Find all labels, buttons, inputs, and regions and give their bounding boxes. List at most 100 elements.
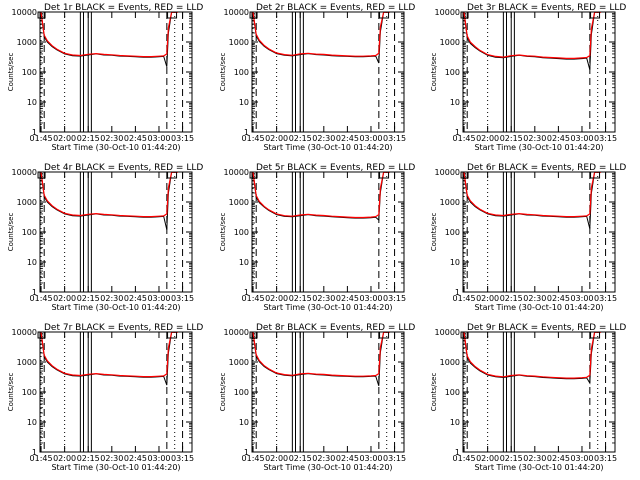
x-axis-label: Start Time (30-Oct-10 01:44:20): [51, 303, 180, 312]
x-tick-label: 02:45: [547, 454, 570, 463]
y-tick-label: 1000: [440, 358, 460, 367]
y-tick-label: 1000: [17, 198, 37, 207]
x-tick-label: 03:00: [147, 454, 170, 463]
panel-title: Det 4r BLACK = Events, RED = LLD: [44, 163, 203, 173]
x-tick-label: 02:00: [476, 134, 499, 143]
y-tick-label: 100: [234, 228, 249, 237]
y-tick-label: 1: [32, 288, 37, 297]
x-axis-label: Start Time (30-Oct-10 01:44:20): [263, 143, 392, 152]
y-axis-label: Counts/sec: [430, 53, 438, 92]
x-tick-label: 02:00: [53, 454, 76, 463]
panel-6: Det 6r BLACK = Events, RED = LLD Counts/s…: [430, 163, 626, 312]
y-axis-label: Counts/sec: [7, 213, 15, 252]
x-tick-label: 02:45: [124, 134, 147, 143]
y-tick-label: 10: [239, 418, 249, 427]
x-tick-label: 03:15: [171, 134, 194, 143]
x-tick-label: 03:00: [359, 134, 382, 143]
x-tick-label: 02:30: [523, 134, 546, 143]
x-tick-label: 03:00: [359, 454, 382, 463]
panel-title: Det 9r BLACK = Events, RED = LLD: [467, 323, 626, 333]
panel-title: Det 5r BLACK = Events, RED = LLD: [256, 163, 415, 173]
y-tick-label: 1: [244, 288, 249, 297]
x-tick-label: 02:15: [77, 454, 100, 463]
x-axis-label: Start Time (30-Oct-10 01:44:20): [474, 463, 603, 472]
saturation-box-left: [37, 11, 46, 19]
y-tick-label: 100: [234, 388, 249, 397]
series-lld-line: [252, 172, 390, 219]
x-tick-label: 02:30: [100, 294, 123, 303]
x-tick-label: 03:15: [594, 134, 617, 143]
series-events-line: [252, 332, 390, 387]
y-tick-label: 10000: [435, 168, 460, 177]
x-tick-label: 03:15: [171, 294, 194, 303]
series-lld-line: [463, 172, 601, 218]
x-tick-label: 01:45: [453, 294, 476, 303]
y-axis-label: Counts/sec: [7, 53, 15, 92]
y-tick-label: 10000: [12, 8, 37, 17]
y-tick-label: 10000: [224, 8, 249, 17]
saturation-box-left: [37, 171, 46, 179]
x-axis-label: Start Time (30-Oct-10 01:44:20): [51, 143, 180, 152]
saturation-box-left: [460, 171, 469, 179]
x-tick-label: 02:00: [53, 134, 76, 143]
panel-1: Det 1r BLACK = Events, RED = LLD Counts/s…: [7, 3, 203, 152]
y-tick-label: 1000: [17, 358, 37, 367]
x-tick-label: 02:30: [100, 134, 123, 143]
x-tick-label: 02:00: [265, 454, 288, 463]
series-events-line: [463, 172, 601, 229]
plot-frame: [251, 11, 405, 133]
saturation-box-right: [590, 11, 601, 19]
panel-2: Det 2r BLACK = Events, RED = LLD Counts/s…: [219, 3, 415, 152]
y-axis-label: Counts/sec: [219, 373, 227, 412]
y-tick-label: 1000: [229, 38, 249, 47]
y-tick-label: 1: [455, 448, 460, 457]
panel-title: Det 7r BLACK = Events, RED = LLD: [44, 323, 203, 333]
x-tick-label: 03:00: [147, 294, 170, 303]
saturation-box-right: [379, 11, 390, 19]
x-tick-label: 02:45: [124, 454, 147, 463]
saturation-box-left: [460, 11, 469, 19]
x-tick-label: 03:15: [594, 294, 617, 303]
y-tick-label: 1: [32, 128, 37, 137]
x-tick-label: 02:45: [336, 454, 359, 463]
y-axis-label: Counts/sec: [219, 53, 227, 92]
panel-3: Det 3r BLACK = Events, RED = LLD Counts/s…: [430, 3, 626, 152]
x-tick-label: 01:45: [242, 134, 265, 143]
panel-7: Det 7r BLACK = Events, RED = LLD Counts/s…: [7, 323, 203, 472]
x-tick-label: 03:00: [359, 294, 382, 303]
panel-title: Det 2r BLACK = Events, RED = LLD: [256, 3, 415, 13]
x-tick-label: 02:00: [53, 294, 76, 303]
y-tick-label: 10: [27, 258, 37, 267]
y-tick-label: 10: [239, 258, 249, 267]
x-tick-label: 02:30: [523, 454, 546, 463]
series-events-line: [40, 172, 178, 230]
y-tick-label: 10: [450, 418, 460, 427]
y-tick-label: 10000: [435, 8, 460, 17]
y-axis-label: Counts/sec: [430, 373, 438, 412]
y-axis-label: Counts/sec: [430, 213, 438, 252]
y-tick-label: 100: [22, 228, 37, 237]
x-tick-label: 02:45: [547, 294, 570, 303]
panel-5: Det 5r BLACK = Events, RED = LLD Counts/s…: [219, 163, 415, 312]
x-tick-label: 02:45: [336, 294, 359, 303]
x-tick-label: 01:45: [30, 454, 53, 463]
y-tick-label: 100: [234, 68, 249, 77]
x-tick-label: 03:00: [570, 134, 593, 143]
y-tick-label: 10: [239, 98, 249, 107]
x-tick-label: 01:45: [242, 454, 265, 463]
y-tick-label: 10: [450, 258, 460, 267]
series-lld-line: [252, 332, 390, 377]
x-tick-label: 03:00: [570, 454, 593, 463]
x-tick-label: 02:30: [312, 134, 335, 143]
y-tick-label: 10000: [435, 328, 460, 337]
x-tick-label: 03:15: [383, 134, 406, 143]
y-tick-label: 1: [244, 448, 249, 457]
saturation-box-right: [590, 171, 601, 179]
x-tick-label: 03:15: [594, 454, 617, 463]
x-tick-label: 03:15: [383, 454, 406, 463]
x-tick-label: 02:15: [289, 294, 312, 303]
saturation-box-left: [460, 331, 469, 339]
y-tick-label: 100: [22, 388, 37, 397]
y-tick-label: 1000: [229, 198, 249, 207]
